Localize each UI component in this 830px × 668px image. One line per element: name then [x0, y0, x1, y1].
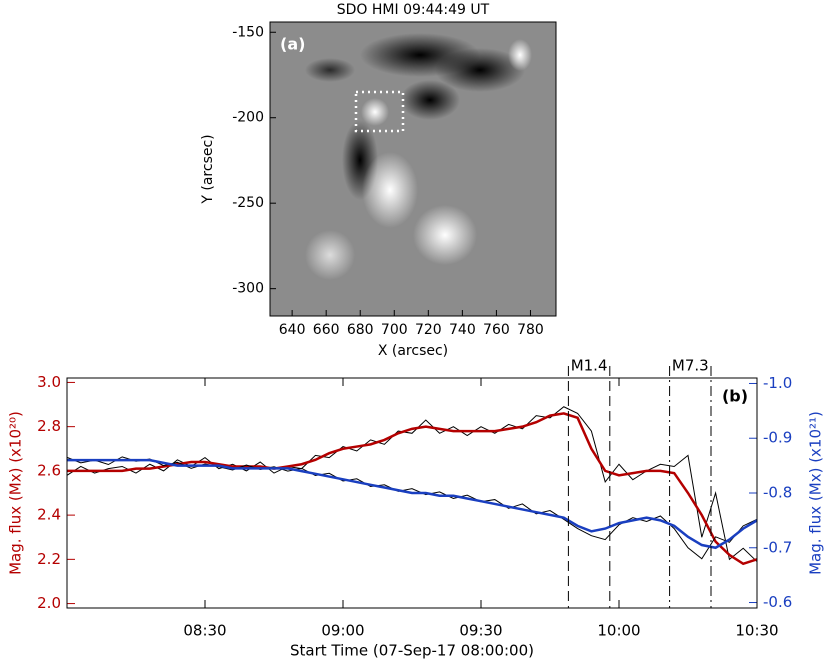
- y-axis-label: Mag. flux (Mx) (x10²⁰): [7, 411, 25, 575]
- x-tick-label: 680: [347, 322, 374, 338]
- y-tick-label: -300: [232, 281, 264, 297]
- x-axis-label: Start Time (07-Sep-17 08:00:00): [290, 642, 534, 660]
- y-tick-label: -250: [232, 195, 264, 211]
- magnetogram: [270, 22, 556, 316]
- x-tick-label: 09:30: [459, 622, 502, 640]
- x-tick-label: 10:30: [735, 622, 778, 640]
- x-tick-label: 720: [415, 322, 442, 338]
- y-tick-label: 2.8: [37, 417, 61, 435]
- plot-frame: [66, 377, 758, 609]
- series-line: [67, 412, 758, 566]
- y-tick-label: 2.4: [37, 506, 61, 524]
- y-tick-label: -150: [232, 24, 264, 40]
- panel-label: (b): [722, 387, 748, 406]
- y-tick-label: 2.0: [37, 594, 61, 612]
- x-tick-label: 660: [313, 322, 340, 338]
- chart-title: SDO HMI 09:44:49 UT: [337, 2, 490, 18]
- x-tick-label: 09:00: [321, 622, 364, 640]
- x-tick-label: 760: [483, 322, 510, 338]
- y2-tick-label: -1.0: [763, 374, 792, 392]
- y-tick-label: -200: [232, 110, 264, 126]
- y2-tick-label: -0.7: [763, 538, 792, 556]
- series-line: [67, 458, 758, 550]
- panel-label: (a): [280, 35, 305, 54]
- flare-label: M1.4: [571, 357, 608, 375]
- x-tick-label: 10:00: [597, 622, 640, 640]
- flare-label: M7.3: [672, 357, 709, 375]
- y2-axis-label: Mag. flux (Mx) (x10²¹): [807, 411, 825, 575]
- x-tick-label: 08:30: [183, 622, 226, 640]
- x-tick-label: 740: [449, 322, 476, 338]
- y-axis-label: Y (arcsec): [200, 134, 216, 204]
- y2-tick-label: -0.9: [763, 429, 792, 447]
- y-tick-label: 2.2: [37, 550, 61, 568]
- y2-tick-label: -0.8: [763, 484, 792, 502]
- x-tick-label: 640: [279, 322, 306, 338]
- series-line: [66, 456, 758, 560]
- plot-frame: [269, 21, 557, 317]
- y-tick-label: 2.6: [37, 461, 61, 479]
- x-tick-label: 700: [381, 322, 408, 338]
- y-tick-label: 3.0: [37, 373, 61, 391]
- y2-tick-label: -0.6: [763, 593, 792, 611]
- x-axis-label: X (arcsec): [378, 343, 448, 359]
- x-tick-label: 780: [517, 322, 544, 338]
- series-line: [66, 406, 758, 562]
